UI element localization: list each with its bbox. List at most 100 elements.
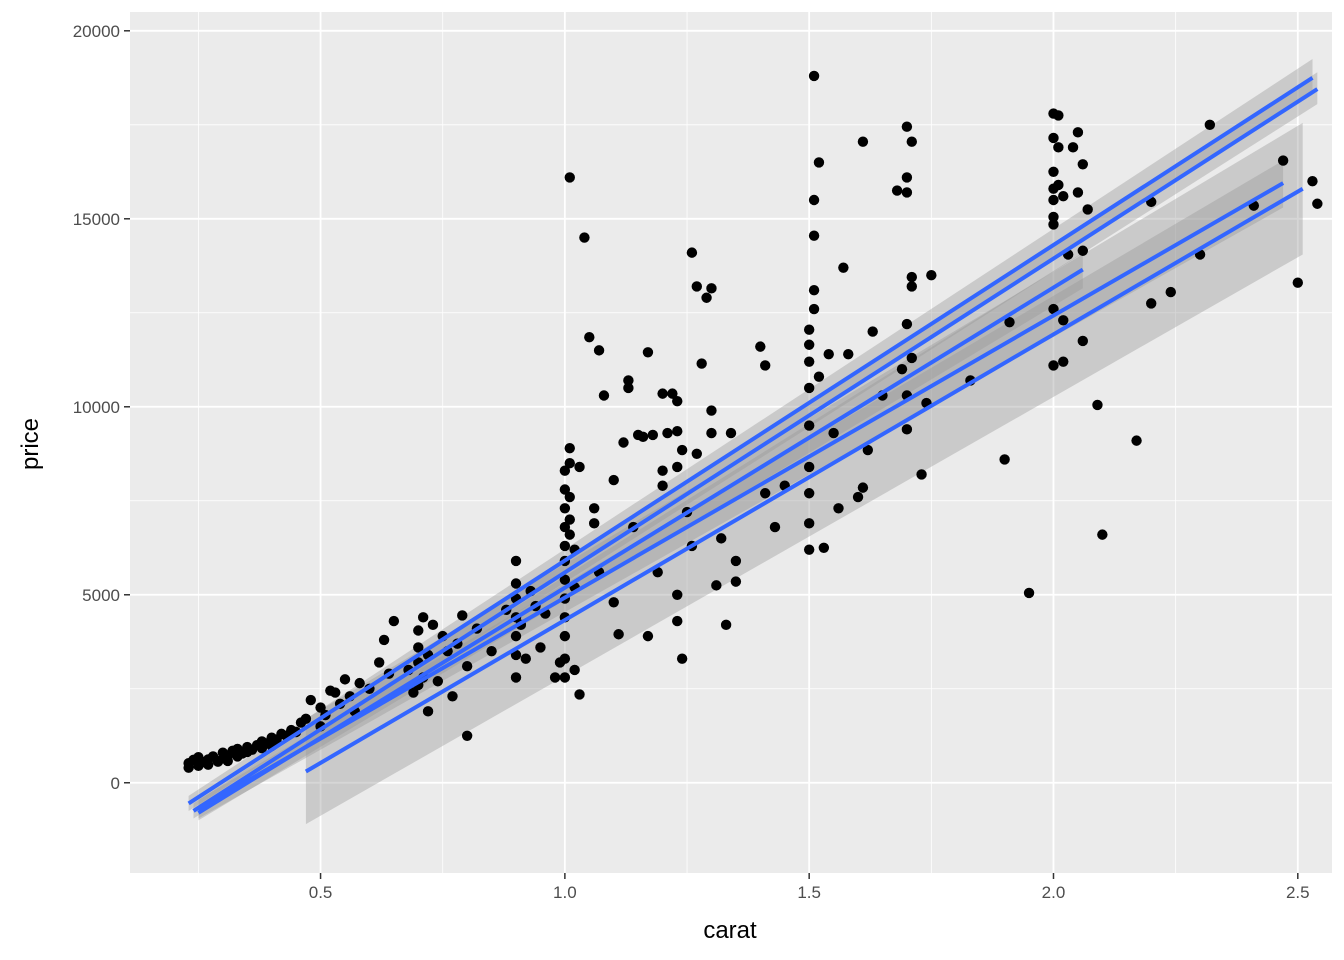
data-point (896, 363, 908, 375)
data-point (549, 672, 561, 683)
data-point (1092, 399, 1103, 411)
x-tick-label: 1.0 (553, 883, 577, 902)
data-point (588, 503, 600, 514)
data-point (725, 427, 737, 439)
data-point (559, 630, 571, 642)
data-point (667, 388, 678, 399)
data-point (623, 382, 634, 394)
data-point (457, 610, 468, 621)
data-point (833, 503, 844, 514)
data-point (803, 356, 815, 367)
data-point (701, 292, 712, 303)
data-point (672, 426, 683, 437)
data-point (569, 664, 580, 676)
data-point (901, 318, 913, 330)
data-point (1307, 175, 1318, 187)
data-point (510, 555, 522, 567)
data-point (408, 687, 419, 698)
data-point (315, 702, 326, 713)
data-point (1204, 119, 1216, 130)
data-point (1165, 286, 1176, 298)
fit-line (192, 87, 1319, 813)
data-point (637, 431, 649, 443)
data-point (564, 491, 575, 503)
data-point (647, 429, 659, 441)
data-point (574, 689, 585, 700)
data-point (593, 345, 605, 356)
data-point (1048, 211, 1059, 223)
data-point (461, 730, 473, 741)
data-point (803, 518, 815, 529)
data-point (852, 491, 864, 503)
data-point (676, 653, 688, 664)
data-point (843, 348, 854, 360)
data-point (891, 185, 903, 196)
data-point (559, 503, 571, 514)
data-point (803, 461, 815, 473)
data-point (339, 674, 351, 685)
data-point (1072, 127, 1084, 138)
x-axis: 0.5 1.0 1.5 2.0 2.5 (309, 873, 1310, 902)
grid-minor (130, 12, 1332, 873)
data-point (588, 518, 600, 529)
data-point (1292, 277, 1303, 288)
data-point (1072, 187, 1084, 198)
data-point (867, 326, 878, 337)
data-point (486, 645, 497, 657)
data-point (300, 713, 312, 725)
data-point (808, 194, 820, 206)
data-point (760, 488, 771, 499)
data-point (857, 136, 869, 147)
data-point (706, 427, 717, 439)
data-point (388, 615, 400, 627)
data-point (427, 619, 439, 631)
x-tick-label: 2.5 (1286, 883, 1310, 902)
data-point (838, 262, 849, 273)
data-point (564, 172, 575, 183)
data-point (676, 444, 688, 456)
data-point (755, 341, 766, 352)
y-tick-label: 15000 (73, 210, 120, 229)
data-point (691, 281, 702, 292)
y-tick-label: 0 (111, 774, 120, 793)
data-point (672, 589, 683, 600)
data-point (1277, 155, 1289, 166)
data-point (623, 375, 634, 386)
data-point (926, 269, 937, 281)
data-point (901, 187, 913, 198)
data-point (1048, 132, 1059, 144)
data-point (672, 461, 683, 473)
data-point (510, 672, 522, 683)
data-point (1058, 315, 1069, 326)
data-point (706, 283, 717, 294)
data-point (1077, 159, 1089, 170)
data-point (1082, 204, 1093, 215)
data-point (1077, 335, 1089, 347)
data-point (330, 687, 341, 698)
data-point (662, 427, 673, 439)
data-point (1077, 245, 1089, 256)
y-tick-label: 10000 (73, 398, 120, 417)
data-point (598, 390, 610, 401)
data-point (906, 352, 917, 364)
data-point (657, 388, 668, 399)
x-tick-label: 1.5 (797, 883, 821, 902)
fit-lines (187, 76, 1319, 815)
data-point (1058, 191, 1069, 202)
x-tick-label: 2.0 (1042, 883, 1066, 902)
data-point (1048, 194, 1059, 206)
data-point (417, 612, 429, 623)
x-tick-label: 0.5 (309, 883, 333, 902)
data-point (305, 694, 316, 706)
data-point (916, 469, 927, 480)
data-point (613, 629, 624, 640)
fit-line (197, 181, 1285, 811)
data-point (657, 480, 668, 491)
data-point (413, 642, 424, 653)
data-point (1048, 166, 1059, 177)
data-point (559, 521, 571, 533)
fit-line (187, 76, 1314, 806)
data-point (535, 642, 546, 653)
confidence-ribbon (305, 122, 1303, 825)
